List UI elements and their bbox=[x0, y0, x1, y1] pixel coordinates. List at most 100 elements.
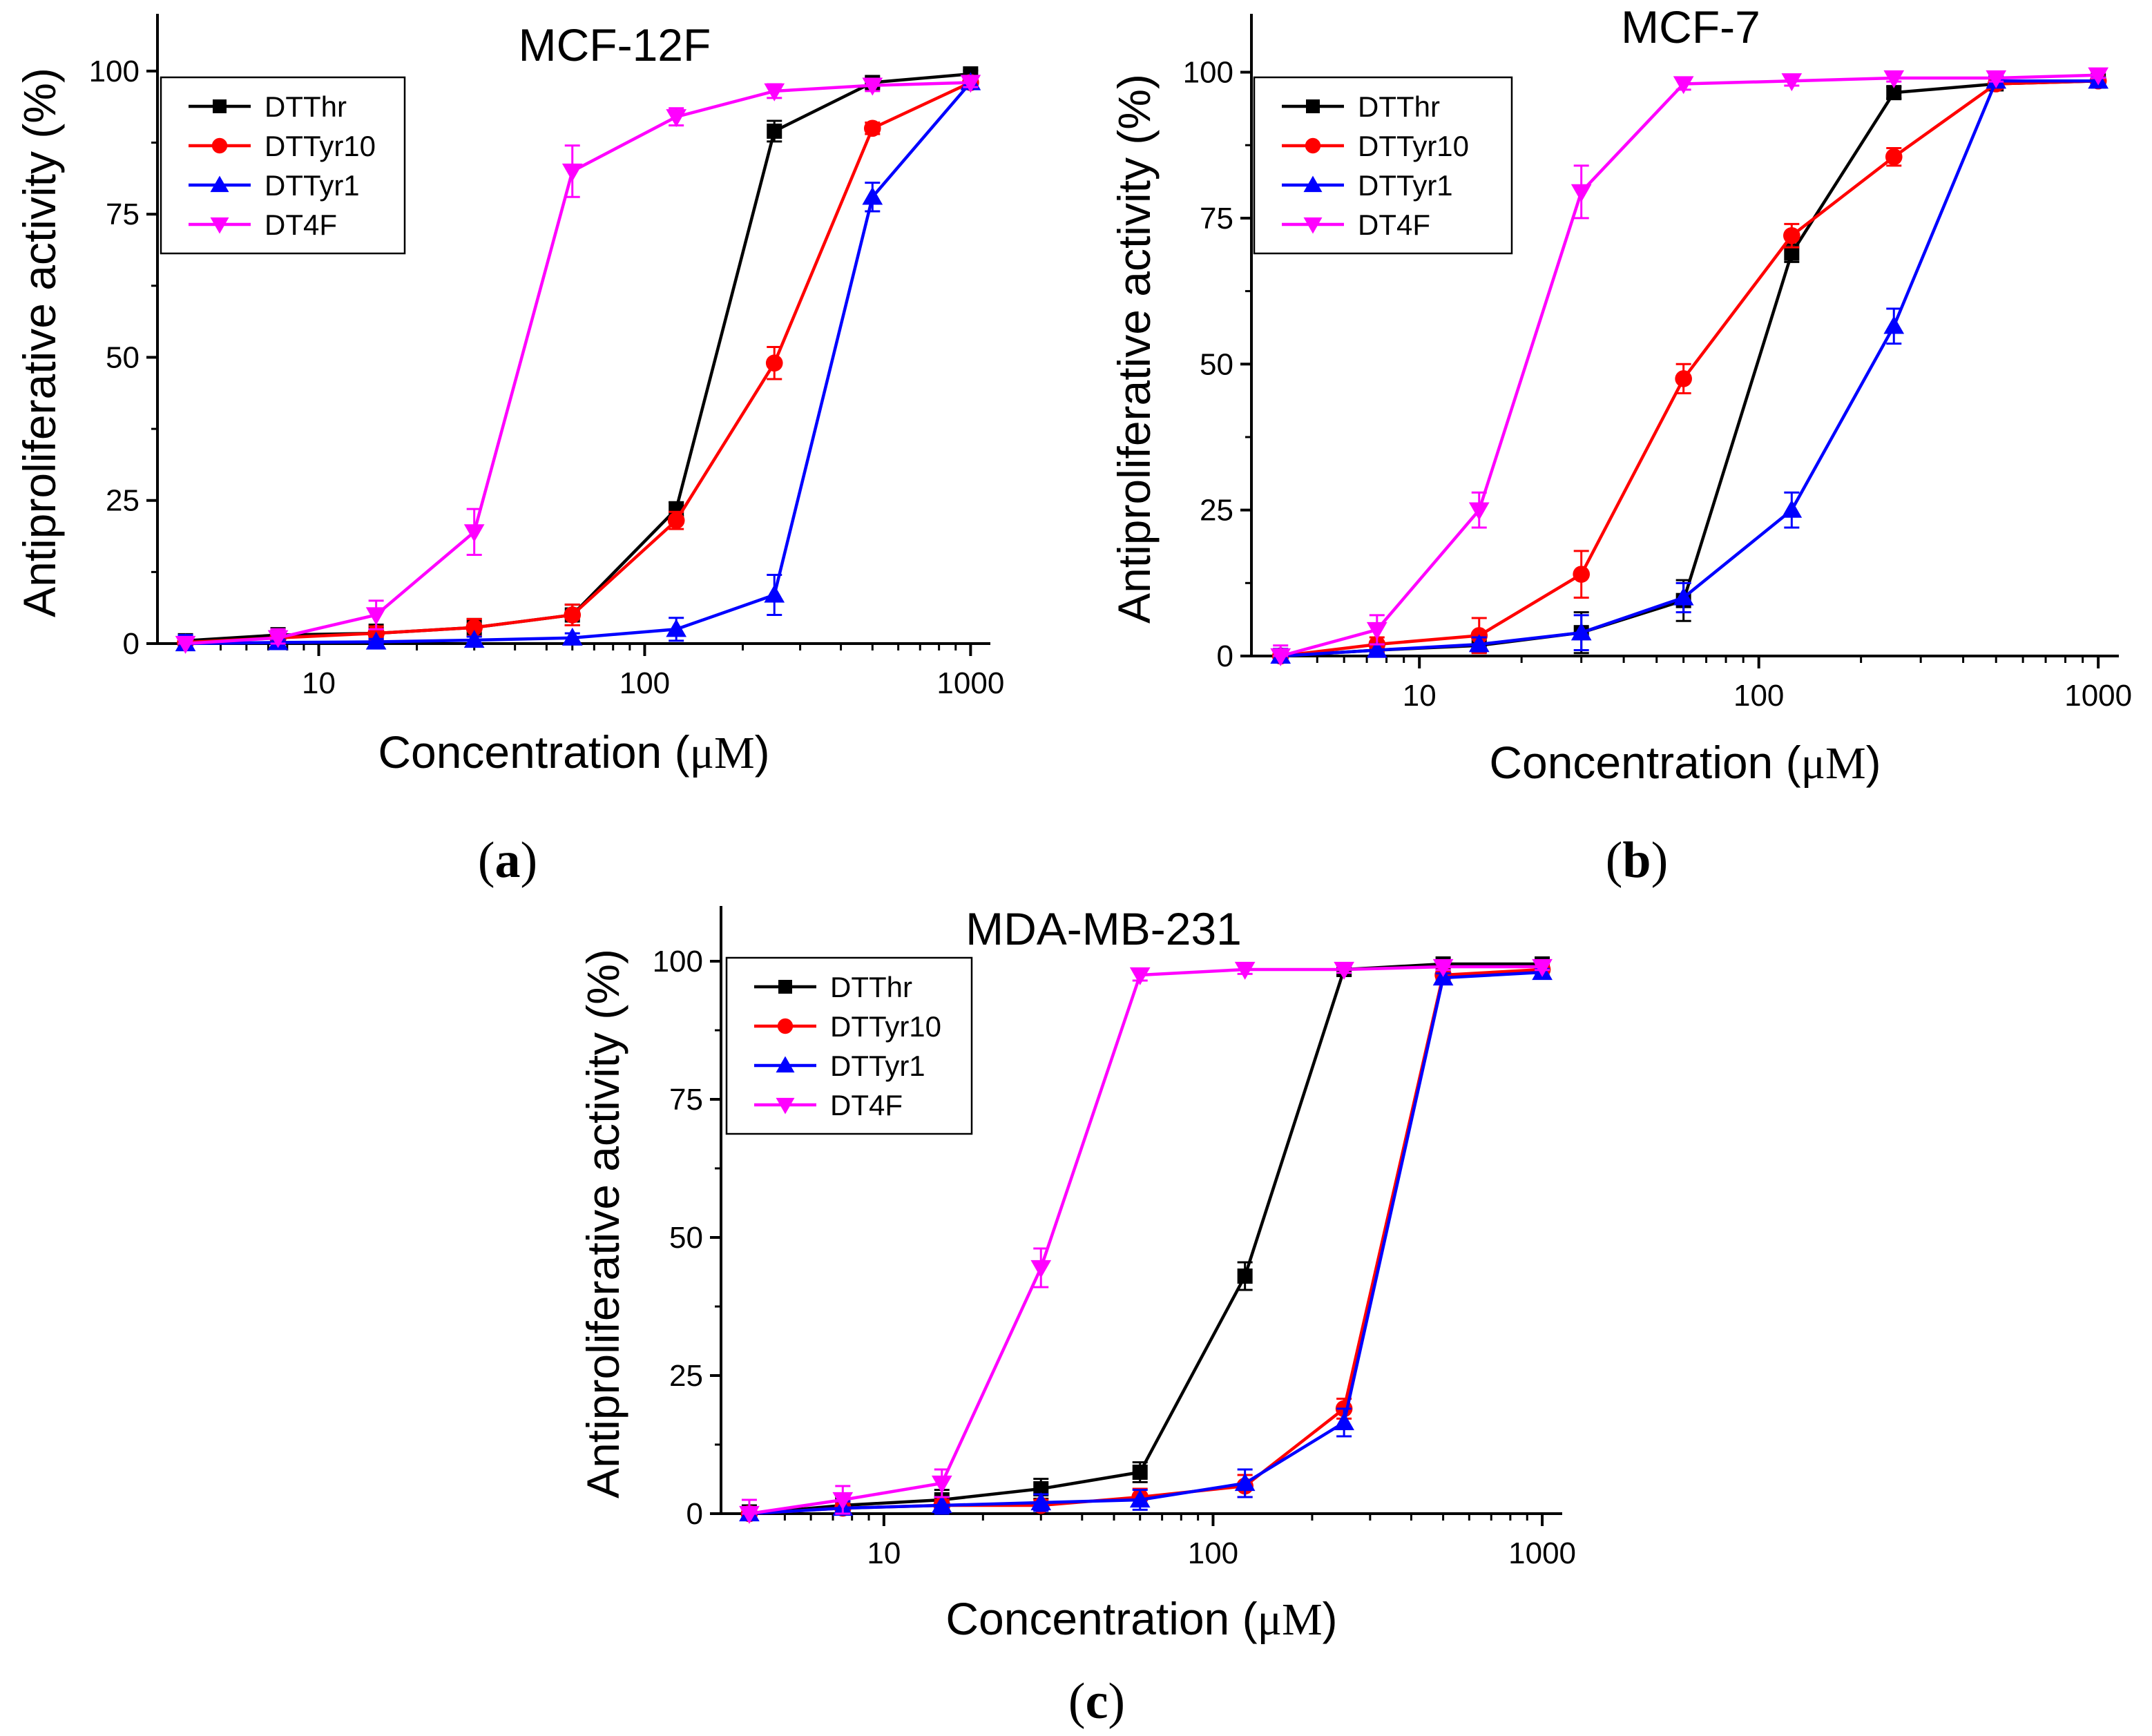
y-tick-label: 75 bbox=[669, 1083, 703, 1117]
data-point bbox=[1129, 967, 1151, 985]
x-tick-label: 10 bbox=[302, 666, 336, 700]
data-point bbox=[666, 109, 687, 128]
data-point bbox=[764, 584, 785, 603]
data-point bbox=[1033, 1481, 1049, 1496]
data-point bbox=[862, 186, 883, 205]
y-tick-label: 0 bbox=[123, 627, 140, 661]
data-point bbox=[931, 1475, 952, 1494]
data-point bbox=[931, 1495, 952, 1514]
data-point bbox=[463, 524, 485, 543]
data-point bbox=[666, 619, 687, 637]
data-point bbox=[2088, 67, 2109, 86]
legend: DTThr DTTyr10 DTTyr1 DT4F bbox=[1253, 76, 1513, 255]
legend-marker bbox=[1305, 137, 1321, 154]
y-tick-label: 50 bbox=[106, 340, 140, 374]
data-point bbox=[1237, 1269, 1253, 1284]
legend-label: DTTyr10 bbox=[265, 130, 376, 162]
y-tick-label: 25 bbox=[1200, 494, 1233, 528]
x-axis-label: Concentration (μM) bbox=[1489, 737, 1881, 789]
legend-item-dttyr1: DTTyr1 bbox=[1282, 169, 1453, 202]
data-point bbox=[1886, 85, 1902, 101]
data-point bbox=[667, 512, 685, 530]
x-axis-label-unit: μM bbox=[1801, 738, 1866, 789]
y-tick-label: 50 bbox=[669, 1221, 703, 1255]
data-point bbox=[1366, 621, 1387, 640]
series-dt4f bbox=[1270, 67, 2109, 666]
x-tick-label: 100 bbox=[1733, 679, 1784, 713]
data-point bbox=[1432, 958, 1454, 977]
x-tick-label: 10 bbox=[1403, 679, 1437, 713]
series-dt4f bbox=[175, 75, 981, 654]
chart-panel-b: 0 25 50 75 100 10 100 1000 MCF-7 Concentration (μ… bbox=[1108, 1, 2132, 789]
legend-marker bbox=[778, 980, 792, 994]
legend-item-dtthr: DTThr bbox=[189, 90, 347, 123]
x-tick-label: 100 bbox=[1188, 1536, 1238, 1570]
legend-label: DT4F bbox=[1358, 209, 1430, 241]
data-point bbox=[767, 123, 782, 139]
y-axis-label: Antiproliferative activity (%) bbox=[1108, 74, 1160, 624]
data-point bbox=[1675, 370, 1692, 387]
panel-label-open: ( bbox=[1606, 832, 1623, 889]
data-point bbox=[764, 83, 785, 102]
x-axis-label-unit: μM bbox=[1258, 1594, 1323, 1645]
legend-item-dttyr10: DTTyr10 bbox=[754, 1010, 941, 1043]
y-tick-label: 100 bbox=[653, 945, 703, 978]
legend: DTThr DTTyr10 DTTyr1 DT4F bbox=[725, 956, 973, 1135]
legend-item-dttyr10: DTTyr10 bbox=[1282, 130, 1469, 162]
data-point bbox=[564, 606, 582, 624]
data-point bbox=[863, 119, 881, 137]
data-point bbox=[1781, 499, 1803, 518]
data-point bbox=[561, 163, 583, 182]
data-point bbox=[1270, 648, 1291, 666]
y-tick-label: 75 bbox=[1200, 202, 1233, 235]
legend-marker bbox=[213, 99, 227, 113]
data-point bbox=[1784, 245, 1800, 261]
data-point bbox=[1781, 73, 1803, 92]
x-tick-label: 100 bbox=[619, 666, 670, 700]
data-point bbox=[463, 630, 485, 648]
data-point bbox=[862, 77, 883, 96]
data-point bbox=[1783, 226, 1800, 244]
data-point bbox=[765, 354, 783, 372]
x-tick-label: 10 bbox=[867, 1536, 901, 1570]
legend-item-dt4f: DT4F bbox=[1282, 209, 1430, 241]
data-point bbox=[175, 635, 196, 654]
data-point bbox=[1885, 148, 1903, 166]
y-tick-label: 25 bbox=[669, 1359, 703, 1393]
y-tick-label: 0 bbox=[1217, 639, 1233, 673]
data-point bbox=[1234, 1473, 1256, 1492]
y-tick-label: 100 bbox=[1183, 56, 1233, 90]
legend-item-dttyr10: DTTyr10 bbox=[189, 130, 376, 162]
data-point bbox=[365, 607, 387, 626]
legend-label: DT4F bbox=[265, 209, 337, 241]
x-axis-label-close: ) bbox=[1323, 1593, 1338, 1644]
data-point bbox=[1234, 961, 1256, 980]
x-tick-label: 1000 bbox=[936, 666, 1004, 700]
data-point bbox=[1986, 70, 2007, 88]
y-tick-label: 50 bbox=[1200, 347, 1233, 381]
panel-label-letter: a bbox=[495, 832, 521, 889]
legend-item-dtthr: DTThr bbox=[754, 971, 912, 1003]
data-point bbox=[1570, 184, 1592, 202]
legend-item-dttyr1: DTTyr1 bbox=[754, 1050, 925, 1082]
panel-label-c: (c) bbox=[1068, 1673, 1125, 1730]
panel-label-close: ) bbox=[1651, 832, 1669, 889]
data-point bbox=[1673, 76, 1694, 95]
data-point bbox=[739, 1505, 760, 1524]
legend-label: DTTyr1 bbox=[1358, 169, 1453, 202]
x-axis-label-main: Concentration ( bbox=[945, 1593, 1257, 1644]
x-axis-label-unit: μM bbox=[690, 728, 755, 778]
data-point bbox=[1673, 587, 1694, 606]
data-point bbox=[1468, 634, 1490, 653]
legend-marker bbox=[210, 175, 229, 193]
panel-label-close: ) bbox=[1108, 1673, 1125, 1730]
x-axis-label-close: ) bbox=[1866, 737, 1881, 788]
chart-title: MCF-7 bbox=[1621, 1, 1760, 52]
panel-label-close: ) bbox=[521, 832, 538, 889]
legend-label: DTTyr10 bbox=[830, 1010, 941, 1043]
legend-marker bbox=[1303, 217, 1323, 234]
panel-label-open: ( bbox=[478, 832, 495, 889]
data-point bbox=[1366, 639, 1387, 658]
x-tick-label: 1000 bbox=[1508, 1536, 1576, 1570]
chart-title: MDA-MB-231 bbox=[965, 903, 1242, 954]
